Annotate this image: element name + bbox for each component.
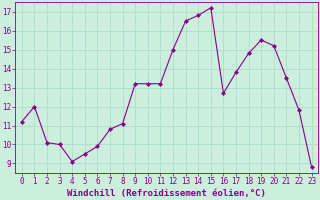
X-axis label: Windchill (Refroidissement éolien,°C): Windchill (Refroidissement éolien,°C): [67, 189, 266, 198]
